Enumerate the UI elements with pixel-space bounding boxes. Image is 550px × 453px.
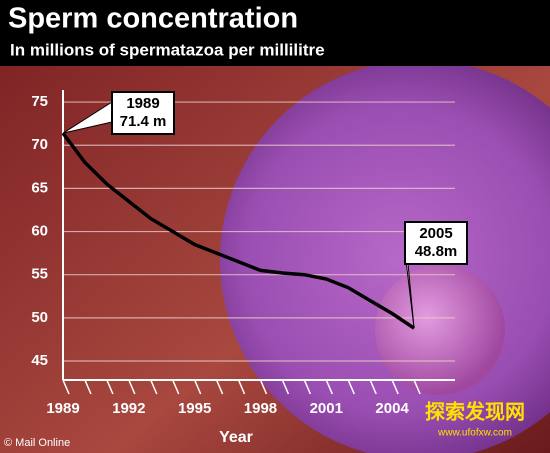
callout-year: 1989 [126,95,159,112]
y-tick-label: 50 [31,309,48,326]
x-tick-mark [62,379,70,395]
egg-nucleus [375,265,505,395]
x-tick-label: 1992 [112,400,145,417]
y-tick-label: 70 [31,136,48,153]
callout-box [111,91,175,135]
x-tick-label: 1995 [178,400,211,417]
x-tick-mark [259,379,268,395]
watermark-name: 探索发现网 [425,399,525,423]
callout-year: 2005 [419,225,452,242]
y-tick-label: 45 [31,352,48,369]
x-tick-mark [128,379,136,395]
callout-value: 71.4 m [120,113,167,130]
y-tick-label: 55 [31,266,48,283]
x-axis-label: Year [219,429,253,446]
x-tick-mark [413,379,421,395]
data-line [61,132,416,330]
callout-value: 48.8m [415,243,458,260]
x-tick-mark [172,379,180,395]
x-tick-mark [303,379,312,395]
x-tick-label: 2001 [310,400,343,417]
x-tick-mark [193,379,202,395]
watermark-url: www.ufofxw.com [437,428,512,439]
x-tick-mark [347,379,355,395]
x-tick-mark [237,379,246,395]
x-tick-label: 2004 [375,400,409,417]
x-tick-mark [150,379,158,395]
x-tick-mark [391,379,399,395]
y-tick-label: 65 [31,179,48,196]
y-tick-label: 60 [31,223,48,240]
x-tick-mark [325,379,333,395]
x-tick-label: 1998 [244,400,277,417]
source: © Mail Online [4,437,70,449]
callout-box [404,221,468,265]
x-tick-label: 1989 [46,400,79,417]
chart-title: Sperm concentration [8,3,298,35]
x-tick-mark [215,379,224,395]
x-tick-mark [281,379,290,395]
chart-subtitle: In millions of spermatazoa per millilitr… [10,40,325,59]
header [0,0,550,66]
y-tick-label: 75 [31,93,48,110]
x-tick-mark [84,379,92,395]
x-tick-mark [369,379,377,395]
x-tick-mark [106,379,114,395]
